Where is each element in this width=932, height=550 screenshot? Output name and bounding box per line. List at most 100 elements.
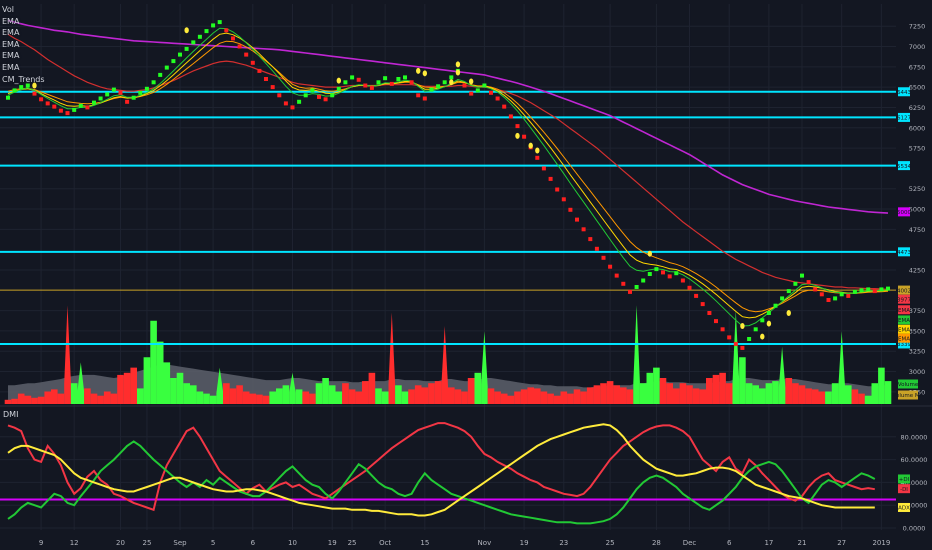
y-tick-label: 5750 [909, 145, 926, 153]
trend-marker [264, 77, 268, 81]
volume-bar [725, 383, 733, 404]
signal-dot [455, 61, 461, 68]
volume-bar [229, 388, 237, 404]
legend-cm-trends[interactable]: CM_Trends [2, 74, 45, 84]
trend-marker [654, 267, 659, 272]
x-tick-label: 21 [798, 539, 807, 547]
volume-bar [613, 385, 620, 404]
volume-bar [540, 391, 548, 404]
volume-bar [845, 385, 852, 404]
trend-marker [409, 80, 414, 85]
trend-marker [72, 107, 77, 112]
volume-bar [130, 367, 137, 404]
signal-dot [786, 310, 791, 316]
volume-bar [381, 391, 389, 404]
trend-marker [819, 292, 824, 297]
volume-bar [269, 391, 276, 404]
x-tick-label: 15 [420, 539, 429, 547]
signal-dot [515, 132, 520, 139]
trend-marker [469, 91, 474, 96]
volume-bar [494, 391, 501, 404]
trend-marker [495, 96, 500, 101]
trend-marker [290, 105, 295, 110]
volume-bar [31, 397, 38, 404]
volume-bar [481, 331, 488, 404]
signal-dot [766, 320, 772, 327]
trend-marker [482, 83, 487, 88]
volume-bar [70, 383, 78, 404]
dmi-title[interactable]: DMI [3, 410, 19, 419]
legend-ema-3[interactable]: EMA [2, 39, 20, 49]
trend-marker [204, 29, 209, 34]
volume-bar [428, 383, 435, 404]
volume-bar [474, 372, 482, 404]
trend-marker [773, 303, 778, 308]
volume-bar [871, 383, 879, 404]
volume-bar [692, 388, 700, 404]
volume-bar [37, 396, 45, 404]
volume-bar [137, 388, 144, 404]
volume-bar [534, 388, 541, 404]
volume-bar [97, 395, 104, 404]
trend-marker [839, 292, 844, 297]
trend-marker [58, 108, 63, 113]
legend-ema-1[interactable]: EMA [2, 16, 20, 26]
volume-bar [302, 391, 310, 404]
volume-bar [772, 381, 779, 404]
x-tick-label: 6 [251, 539, 256, 547]
trend-marker [786, 289, 791, 294]
legend-ema-2[interactable]: EMA [2, 28, 20, 38]
trend-marker [833, 296, 838, 301]
trend-marker [879, 287, 884, 292]
trend-marker [396, 77, 401, 81]
trend-marker [111, 87, 116, 92]
trend-marker [508, 114, 513, 119]
volume-bar [348, 389, 356, 404]
trend-marker [674, 271, 679, 276]
trend-marker [369, 85, 374, 90]
volume-bar [838, 331, 845, 404]
trend-marker [548, 176, 553, 181]
trend-marker [105, 92, 110, 97]
volume-bar [560, 391, 568, 404]
trend-marker [806, 280, 811, 285]
volume-bar [242, 391, 250, 404]
volume-bar [586, 387, 594, 404]
trend-marker [224, 28, 229, 33]
trend-marker [217, 20, 222, 25]
volume-bar [461, 391, 468, 404]
volume-bar [600, 383, 607, 404]
trend-marker [859, 288, 864, 293]
volume-bar [216, 367, 223, 404]
x-tick-label: 6 [727, 539, 732, 547]
trend-marker [800, 273, 804, 278]
price-tag: EMA [898, 327, 910, 333]
trend-marker [886, 286, 890, 291]
trend-marker [760, 318, 765, 323]
volume-bar [520, 389, 528, 404]
trend-marker [766, 311, 771, 315]
y-tick-label: 4250 [909, 266, 926, 274]
trend-marker [462, 83, 467, 88]
trend-marker [647, 272, 652, 276]
legend-volume[interactable]: Vol [2, 5, 14, 14]
trend-marker [78, 103, 83, 108]
volume-bar [163, 362, 171, 404]
volume-bar [739, 357, 746, 404]
signal-dot [422, 70, 428, 77]
volume-bar [593, 385, 601, 404]
signal-dot [760, 333, 765, 340]
trend-marker [535, 155, 540, 160]
trend-marker [594, 246, 599, 251]
price-tag-box [898, 315, 910, 325]
legend-ema-4[interactable]: EMA [2, 51, 20, 61]
trend-marker [231, 36, 235, 41]
price-tag: EMA [898, 318, 910, 324]
trend-marker [92, 100, 96, 105]
legend-ema-5[interactable]: EMA [2, 62, 20, 72]
trend-marker [131, 95, 136, 100]
trend-marker [12, 88, 17, 93]
trend-marker [720, 327, 725, 332]
volume-bar [811, 389, 819, 404]
volume-bar [203, 393, 210, 404]
